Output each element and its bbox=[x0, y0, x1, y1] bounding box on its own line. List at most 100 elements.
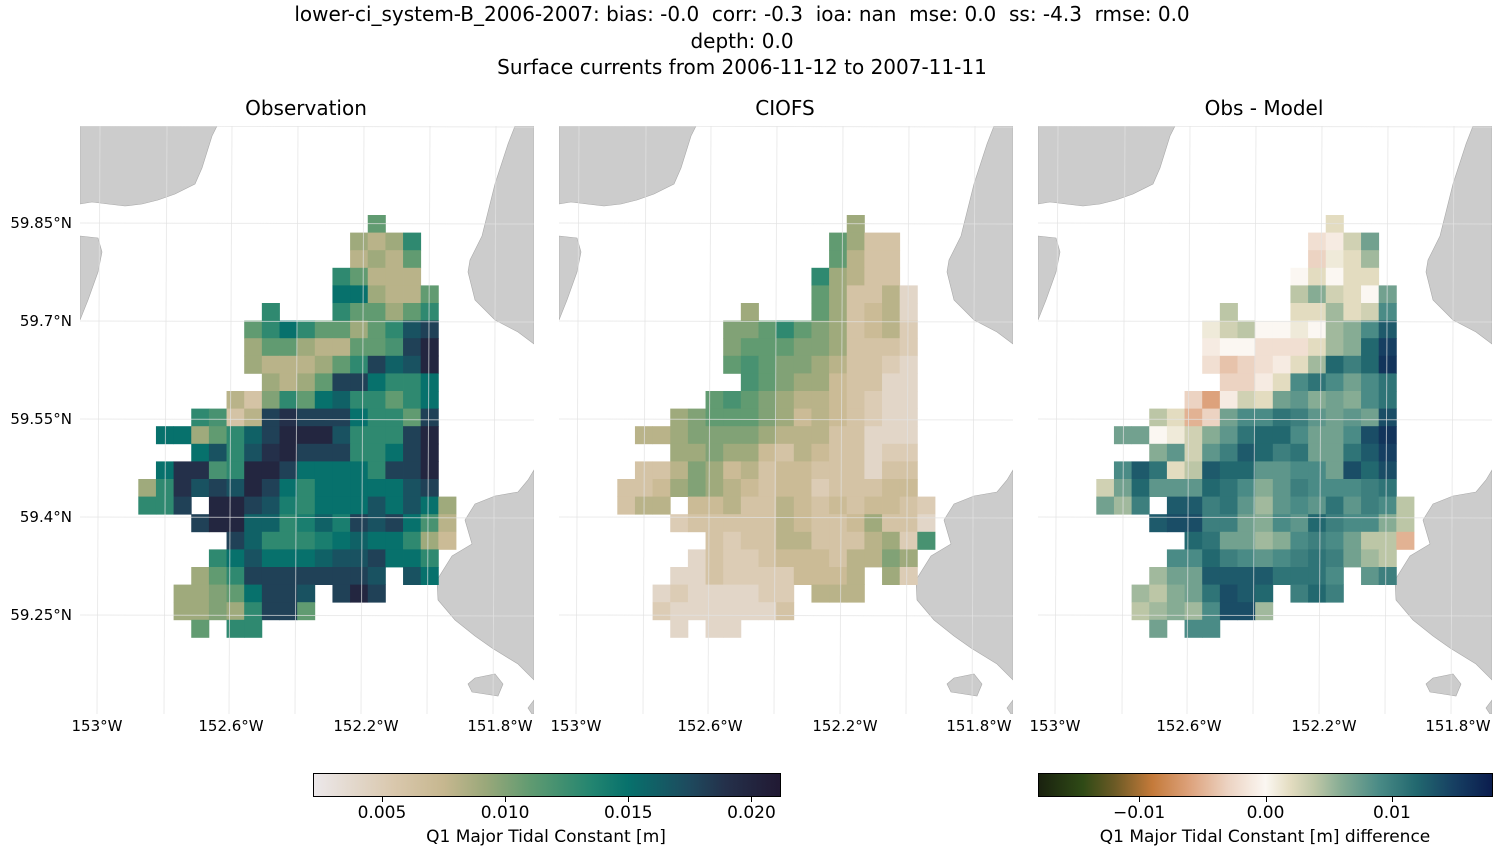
difference-grid-cell bbox=[1202, 584, 1221, 603]
difference-grid-cell bbox=[1255, 408, 1274, 427]
observation-grid-cell bbox=[297, 514, 316, 533]
observation-grid-cell bbox=[191, 426, 210, 445]
ciofs-grid-cell bbox=[723, 408, 742, 427]
ciofs-grid-cell bbox=[723, 549, 742, 568]
observation-grid-cell bbox=[244, 338, 263, 357]
ciofs-grid-cell bbox=[670, 443, 689, 462]
difference-grid-cell bbox=[1272, 355, 1291, 374]
ciofs-grid-cell bbox=[740, 496, 759, 515]
difference-grid-cell bbox=[1343, 267, 1362, 286]
ciofs-grid-cell bbox=[811, 479, 830, 497]
observation-grid-cell bbox=[367, 338, 386, 357]
observation-grid-cell bbox=[208, 461, 227, 480]
difference-grid-cell bbox=[1255, 443, 1274, 462]
observation-grid-cell bbox=[226, 461, 245, 480]
meridian-gridline bbox=[642, 126, 647, 714]
observation-grid-cell bbox=[297, 443, 316, 462]
ciofs-grid-cell bbox=[705, 391, 724, 409]
ciofs-grid-cell bbox=[793, 391, 812, 409]
ciofs-grid-cell bbox=[864, 373, 883, 392]
ciofs-grid-cell bbox=[740, 584, 759, 603]
ciofs-grid-cell bbox=[829, 373, 848, 392]
observation-grid-cell bbox=[403, 496, 422, 515]
ciofs-grid-cell bbox=[899, 461, 918, 480]
observation-grid-cell bbox=[403, 408, 422, 427]
ciofs-grid-cell bbox=[864, 461, 883, 480]
land-polygon bbox=[946, 673, 983, 697]
observation-grid-cell bbox=[208, 426, 227, 445]
ciofs-grid-cell bbox=[723, 338, 742, 357]
difference-grid-cell bbox=[1361, 426, 1380, 445]
ciofs-grid-cell bbox=[776, 567, 795, 585]
observation-grid-cell bbox=[367, 479, 386, 497]
ciofs-grid-cell bbox=[617, 496, 636, 515]
observation-grid-cell bbox=[208, 496, 227, 515]
ciofs-grid-cell bbox=[882, 461, 901, 480]
ciofs-grid-cell bbox=[811, 408, 830, 427]
ciofs-grid-cell bbox=[899, 338, 918, 357]
difference-grid-cell bbox=[1166, 408, 1185, 427]
difference-grid-cell bbox=[1325, 373, 1344, 392]
difference-grid-cell bbox=[1202, 496, 1221, 515]
ciofs-grid-cell bbox=[829, 531, 848, 550]
difference-grid-cell bbox=[1343, 355, 1362, 374]
difference-grid-cell bbox=[1184, 461, 1203, 480]
difference-grid-cell bbox=[1325, 443, 1344, 462]
difference-grid-cell bbox=[1396, 531, 1415, 550]
difference-grid-cell bbox=[1308, 531, 1327, 550]
ciofs-grid-cell bbox=[705, 443, 724, 462]
land-polygon bbox=[527, 699, 534, 714]
observation-grid-cell bbox=[332, 285, 351, 304]
longitude-tick-label: 151.8°W bbox=[467, 717, 533, 735]
observation-grid-cell bbox=[350, 496, 369, 515]
observation-grid-cell bbox=[403, 514, 422, 533]
ciofs-grid-cell bbox=[846, 461, 865, 480]
ciofs-grid-cell bbox=[776, 443, 795, 462]
difference-grid-cell bbox=[1308, 338, 1327, 357]
difference-grid-cell bbox=[1290, 320, 1309, 339]
ciofs-grid-cell bbox=[846, 285, 865, 304]
observation-grid-cell bbox=[420, 320, 439, 339]
difference-grid-cell bbox=[1361, 267, 1380, 286]
observation-grid-cell bbox=[244, 391, 263, 409]
difference-grid-cell bbox=[1378, 549, 1397, 568]
ciofs-grid-cell bbox=[740, 320, 759, 339]
difference-grid-cell bbox=[1325, 531, 1344, 550]
observation-grid-cell bbox=[261, 531, 280, 550]
ciofs-grid-cell bbox=[687, 514, 706, 533]
ciofs-grid-cell bbox=[811, 514, 830, 533]
observation-grid-cell bbox=[279, 426, 298, 445]
observation-grid-cell bbox=[297, 338, 316, 357]
ciofs-grid-cell bbox=[652, 479, 671, 497]
difference-grid-cell bbox=[1149, 408, 1168, 427]
land-polygon bbox=[1425, 126, 1492, 345]
ciofs-grid-cell bbox=[811, 567, 830, 585]
ciofs-grid-cell bbox=[829, 496, 848, 515]
land-polygon bbox=[467, 673, 504, 697]
colorbar-tick-label: 0.010 bbox=[480, 803, 530, 823]
ciofs-grid-cell bbox=[670, 602, 689, 621]
observation-grid-cell bbox=[208, 549, 227, 568]
observation-grid-cell bbox=[420, 285, 439, 304]
observation-grid-cell bbox=[420, 496, 439, 515]
difference-grid-cell bbox=[1237, 496, 1256, 515]
observation-grid-cell bbox=[279, 479, 298, 497]
observation-grid-cell bbox=[279, 373, 298, 392]
observation-grid-cell bbox=[191, 514, 210, 533]
difference-grid-cell bbox=[1361, 567, 1380, 585]
observation-grid-cell bbox=[314, 514, 333, 533]
ciofs-grid-cell bbox=[740, 531, 759, 550]
difference-grid-cell bbox=[1308, 479, 1327, 497]
difference-grid-cell bbox=[1272, 338, 1291, 357]
observation-grid-cell bbox=[314, 408, 333, 427]
ciofs-grid-cell bbox=[670, 426, 689, 445]
colorbar-tick bbox=[381, 797, 383, 802]
difference-grid-cell bbox=[1255, 426, 1274, 445]
difference-grid-cell bbox=[1361, 355, 1380, 374]
observation-grid-cell bbox=[332, 549, 351, 568]
ciofs-grid-cell bbox=[776, 461, 795, 480]
ciofs-grid-cell bbox=[723, 426, 742, 445]
difference-grid-cell bbox=[1308, 567, 1327, 585]
observation-grid-cell bbox=[367, 567, 386, 585]
longitude-tick-label: 152.6°W bbox=[1156, 717, 1222, 735]
